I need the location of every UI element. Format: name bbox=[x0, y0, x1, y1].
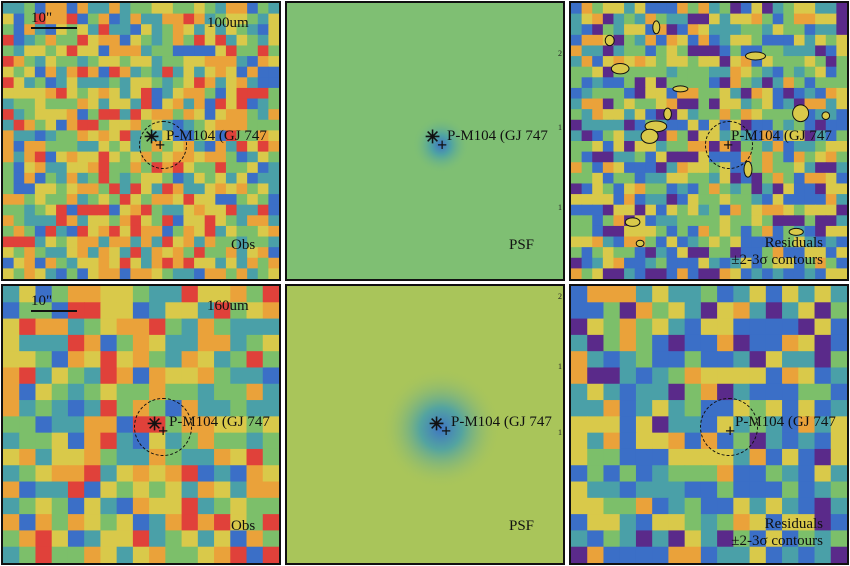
cross-marker-icon: + bbox=[158, 421, 169, 441]
panel-100um-psf: 2 1 1 ✳ + P-M104 (GJ 747 PSF bbox=[285, 1, 565, 281]
tick-label: 1 bbox=[558, 428, 562, 437]
obs-map-100um bbox=[3, 3, 279, 279]
caption-line: Residuals bbox=[764, 235, 823, 251]
axis-ticks: 2 1 1 bbox=[553, 286, 563, 563]
panel-caption: PSF bbox=[509, 237, 535, 253]
axis-ticks: 2 1 1 bbox=[553, 3, 563, 279]
tick-label: 1 bbox=[558, 123, 562, 132]
source-label: P-M104 (GJ 747 bbox=[447, 128, 548, 144]
tick-label: 1 bbox=[558, 362, 562, 371]
tick-label: 2 bbox=[558, 292, 562, 301]
scalebar: 10" bbox=[31, 294, 77, 312]
cross-marker-icon: + bbox=[441, 421, 452, 441]
residual-map-100um bbox=[571, 3, 847, 279]
cross-marker-icon: + bbox=[155, 135, 166, 155]
psf-map-160um bbox=[287, 286, 563, 563]
residual-map-160um bbox=[571, 286, 847, 563]
scalebar-label: 10" bbox=[31, 293, 53, 309]
tick-label: 2 bbox=[558, 49, 562, 58]
aperture-circle bbox=[700, 398, 758, 456]
caption-line: ±2-3σ contours bbox=[731, 533, 823, 549]
band-label: 100um bbox=[207, 15, 249, 31]
star-marker-icon: ✳ bbox=[429, 414, 445, 434]
panel-160um-obs: 10" 160um ✳ + P-M104 (GJ 747 Obs bbox=[1, 284, 281, 565]
scalebar-line bbox=[31, 310, 77, 312]
cross-marker-icon: + bbox=[437, 135, 448, 155]
panel-caption: Obs bbox=[231, 518, 256, 534]
aperture-circle bbox=[705, 121, 753, 169]
aperture-circle bbox=[139, 121, 187, 169]
source-label: P-M104 (GJ 747 bbox=[451, 414, 552, 430]
panel-caption: Obs bbox=[231, 237, 256, 253]
panel-160um-residuals: + P-M104 (GJ 747 Residuals ±2-3σ contour… bbox=[569, 284, 849, 565]
star-marker-icon: ✳ bbox=[144, 127, 160, 147]
source-label: P-M104 (GJ 747 bbox=[731, 128, 832, 144]
source-label: P-M104 (GJ 747 bbox=[169, 414, 270, 430]
star-marker-icon: ✳ bbox=[425, 127, 441, 147]
band-label: 160um bbox=[207, 298, 249, 314]
caption-line: ±2-3σ contours bbox=[731, 252, 823, 268]
panel-caption: Residuals ±2-3σ contours bbox=[731, 235, 823, 269]
psf-map-100um bbox=[287, 3, 563, 279]
scalebar-line bbox=[31, 27, 77, 29]
aperture-circle bbox=[134, 398, 192, 456]
panel-caption: Residuals ±2-3σ contours bbox=[731, 516, 823, 550]
panel-caption: PSF bbox=[509, 518, 535, 534]
panel-100um-residuals: + P-M104 (GJ 747 Residuals ±2-3σ contour… bbox=[569, 1, 849, 281]
scalebar: 10" bbox=[31, 11, 77, 29]
cross-marker-icon: + bbox=[723, 135, 734, 155]
panel-160um-psf: 2 1 1 ✳ + P-M104 (GJ 747 PSF bbox=[285, 284, 565, 565]
tick-label: 1 bbox=[558, 203, 562, 212]
source-label: P-M104 (GJ 747 bbox=[166, 128, 267, 144]
cross-marker-icon: + bbox=[725, 421, 736, 441]
caption-line: Residuals bbox=[764, 516, 823, 532]
source-label: P-M104 (GJ 747 bbox=[735, 414, 836, 430]
scalebar-label: 10" bbox=[31, 10, 53, 26]
panel-100um-obs: 10" 100um ✳ + P-M104 (GJ 747 Obs bbox=[1, 1, 281, 281]
star-marker-icon: ✳ bbox=[147, 414, 163, 434]
